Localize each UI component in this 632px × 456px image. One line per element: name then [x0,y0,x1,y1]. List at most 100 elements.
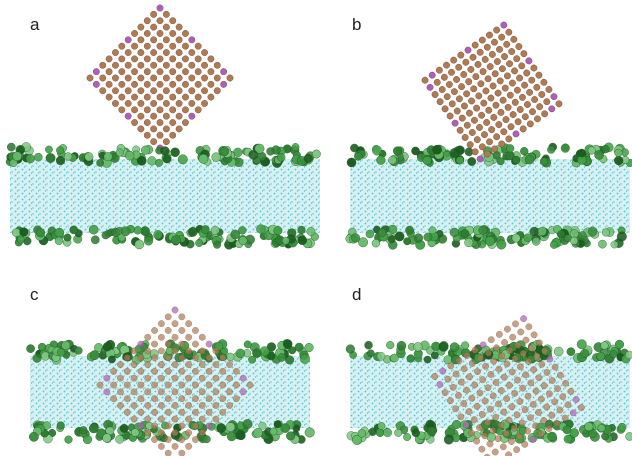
particle-atom [508,403,516,411]
lipid-head [537,226,547,236]
lipid-head [258,421,267,430]
particle-atom [157,388,165,396]
lipid-head [195,239,204,247]
particle-atom [468,429,475,437]
lipid-head [557,230,566,238]
lipid-head [430,351,439,360]
particle-atom [492,101,500,109]
particle-atom [465,78,473,86]
particle-atom [500,373,508,381]
lipid-head [486,432,497,442]
particle-atom [232,395,240,403]
particle-atom [205,340,213,348]
particle-atom [156,4,164,12]
particle-atom [178,449,186,456]
particle-atom [482,87,490,95]
lipid-head [252,348,262,358]
particle-atom [169,42,177,50]
lipid-head [354,152,363,161]
particle-atom [471,41,479,49]
particle-atom [535,409,542,416]
particle-atom [226,374,233,382]
particle-atom [137,61,145,69]
particle-atom [481,56,489,63]
particle-atom [505,451,512,456]
lipid-head [350,233,361,243]
lipid-head [211,152,221,162]
particle-atom [169,80,177,88]
particle-atom [118,80,126,88]
particle-atom [123,354,131,362]
lipid-head [394,231,405,242]
particle-atom [213,74,221,82]
particle-atom [192,354,199,362]
particle-atom [178,395,186,403]
particle-atom [92,80,100,88]
particle-atom [545,425,553,432]
particle-atom [453,76,460,83]
particle-atom [471,346,479,354]
lipid-head [256,224,266,234]
lipid-head [427,426,437,437]
lipid-head [102,433,112,443]
particle-atom [540,382,548,390]
lipid-head [403,433,412,441]
particle-atom [488,126,496,134]
particle-atom [131,42,138,50]
particle-atom [157,374,165,382]
particle-atom [489,82,497,90]
lipid-head [547,431,557,442]
particle-atom [548,411,556,419]
lipid-head [297,225,306,235]
lipid-head [213,240,222,249]
particle-atom [481,131,488,139]
lipid-head [130,428,140,437]
particle-atom [143,80,151,88]
particle-atom [452,370,460,378]
particle-atom [468,394,476,402]
particle-atom [519,384,527,392]
particle-atom [118,93,126,101]
particle-atom [466,141,474,149]
particle-atom [124,100,132,107]
particle-atom [219,367,227,375]
particle-atom [551,398,559,406]
lipid-head [413,342,423,352]
particle-atom [162,138,170,146]
lipid-head [136,156,147,166]
particle-atom [495,330,503,338]
lipid-head [108,355,116,364]
lipid-head [280,423,291,433]
particle-atom [494,435,502,443]
particle-atom [185,320,193,328]
lipid-head [523,233,533,243]
particle-atom [533,352,540,360]
particle-atom [157,442,165,450]
particle-atom [473,104,481,112]
particle-atom [192,436,199,443]
particle-atom [117,402,124,409]
lipid-head [225,422,236,432]
particle-atom [198,415,206,423]
lipid-head [115,434,125,444]
particle-atom [449,383,457,391]
particle-atom [478,111,486,119]
lipid-head [478,225,488,235]
lipid-head [547,145,556,154]
particle-atom [567,388,575,395]
lipid-head [253,427,263,438]
lipid-head [492,151,501,160]
particle-atom [456,95,463,103]
particle-atom [131,93,138,101]
particle-atom [178,354,186,362]
particle-atom [457,413,465,421]
particle-atom [484,384,492,392]
lipid-head [6,142,16,152]
particle-atom [478,36,486,44]
particle-atom [220,80,228,88]
particle-atom [143,42,151,50]
particle-atom [226,402,233,409]
lipid-head [403,237,412,246]
particle-atom [144,388,152,396]
lipid-head [96,159,104,167]
